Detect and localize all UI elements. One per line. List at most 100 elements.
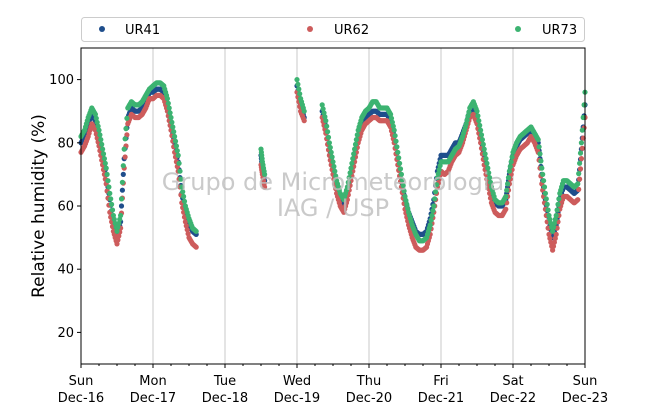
data-point (388, 115, 395, 121)
data-point (332, 168, 338, 174)
data-point (329, 154, 335, 160)
data-point (537, 151, 543, 157)
data-point (333, 173, 339, 179)
data-point (164, 96, 170, 102)
data-point (321, 110, 327, 116)
data-point (487, 175, 493, 181)
data-point (124, 115, 130, 121)
data-point (480, 141, 486, 147)
x-tick-day: Sat (502, 374, 523, 389)
data-point (505, 181, 511, 187)
data-point (428, 217, 434, 223)
data-point (121, 146, 127, 152)
data-point (551, 239, 558, 245)
data-point (94, 119, 100, 125)
data-point (345, 179, 351, 185)
data-point (98, 137, 104, 143)
data-point (118, 203, 125, 209)
data-point (174, 148, 180, 154)
data-point (172, 133, 178, 140)
data-point (99, 141, 105, 147)
data-point (484, 160, 490, 166)
data-point (294, 77, 300, 83)
x-tick-date: Dec-17 (130, 391, 176, 406)
data-point (475, 113, 481, 119)
data-point (182, 219, 188, 225)
data-point (547, 235, 553, 241)
data-point (552, 235, 558, 241)
data-point (114, 241, 120, 247)
data-point (433, 182, 440, 188)
data-point (476, 118, 482, 124)
data-point (429, 212, 435, 219)
data-point (119, 187, 125, 193)
data-point (118, 212, 124, 219)
data-point (106, 184, 112, 190)
data-point (122, 136, 128, 142)
data-point (393, 138, 399, 144)
data-point (466, 109, 472, 115)
data-point (535, 137, 541, 143)
data-point (575, 181, 581, 187)
watermark: Grupo de Micrometeorologia IAG / USP (162, 168, 504, 222)
data-point (118, 196, 125, 202)
data-point (431, 203, 437, 209)
data-point (487, 179, 494, 185)
data-point (576, 186, 582, 192)
data-point (545, 207, 551, 213)
data-point (507, 163, 513, 170)
data-point (348, 165, 354, 171)
data-point (553, 231, 559, 237)
data-point (503, 193, 509, 200)
data-point (108, 196, 114, 202)
data-point (482, 151, 488, 157)
data-point (539, 165, 545, 171)
data-point (100, 151, 107, 157)
data-point (301, 118, 307, 124)
data-point (550, 224, 557, 230)
x-tick-day: Tue (213, 374, 236, 389)
y-tick-label: 20 (57, 326, 74, 341)
data-point (550, 228, 556, 234)
data-point (478, 127, 484, 133)
data-point (396, 155, 402, 161)
x-tick-day: Wed (283, 374, 311, 389)
data-point (389, 119, 395, 125)
data-point (542, 190, 549, 196)
data-point (116, 233, 122, 239)
data-point (120, 171, 126, 177)
data-point (508, 159, 514, 165)
data-point (109, 207, 116, 213)
data-point (552, 216, 558, 222)
data-point (506, 168, 512, 174)
x-tick-date: Dec-20 (346, 391, 392, 406)
data-point (323, 118, 329, 124)
x-tick-day: Mon (139, 374, 166, 389)
data-point (577, 160, 583, 166)
data-point (390, 123, 396, 129)
data-point (123, 126, 129, 132)
data-point (397, 160, 403, 166)
data-point (540, 171, 546, 177)
x-tick-day: Sun (69, 374, 94, 389)
data-point (109, 201, 115, 207)
data-point (405, 205, 411, 211)
data-point (550, 243, 557, 249)
data-point (170, 124, 176, 130)
legend-label-ur41: UR41 (125, 23, 160, 38)
data-point (168, 114, 174, 121)
data-point (550, 247, 556, 253)
data-point (178, 176, 184, 182)
data-point (320, 106, 326, 112)
data-point (398, 171, 404, 177)
data-point (167, 110, 173, 116)
data-point (581, 102, 587, 108)
watermark-line-1: Grupo de Micrometeorologia (162, 168, 504, 196)
data-point (404, 201, 410, 207)
data-point (176, 160, 182, 166)
data-point (297, 91, 303, 97)
data-point (546, 231, 552, 237)
x-axis-ticks: Sun Dec-16 Mon Dec-17 Tue Dec-18 Wed Dec-19 Thu D… (58, 364, 608, 406)
data-point (430, 208, 436, 214)
data-point (100, 146, 106, 152)
